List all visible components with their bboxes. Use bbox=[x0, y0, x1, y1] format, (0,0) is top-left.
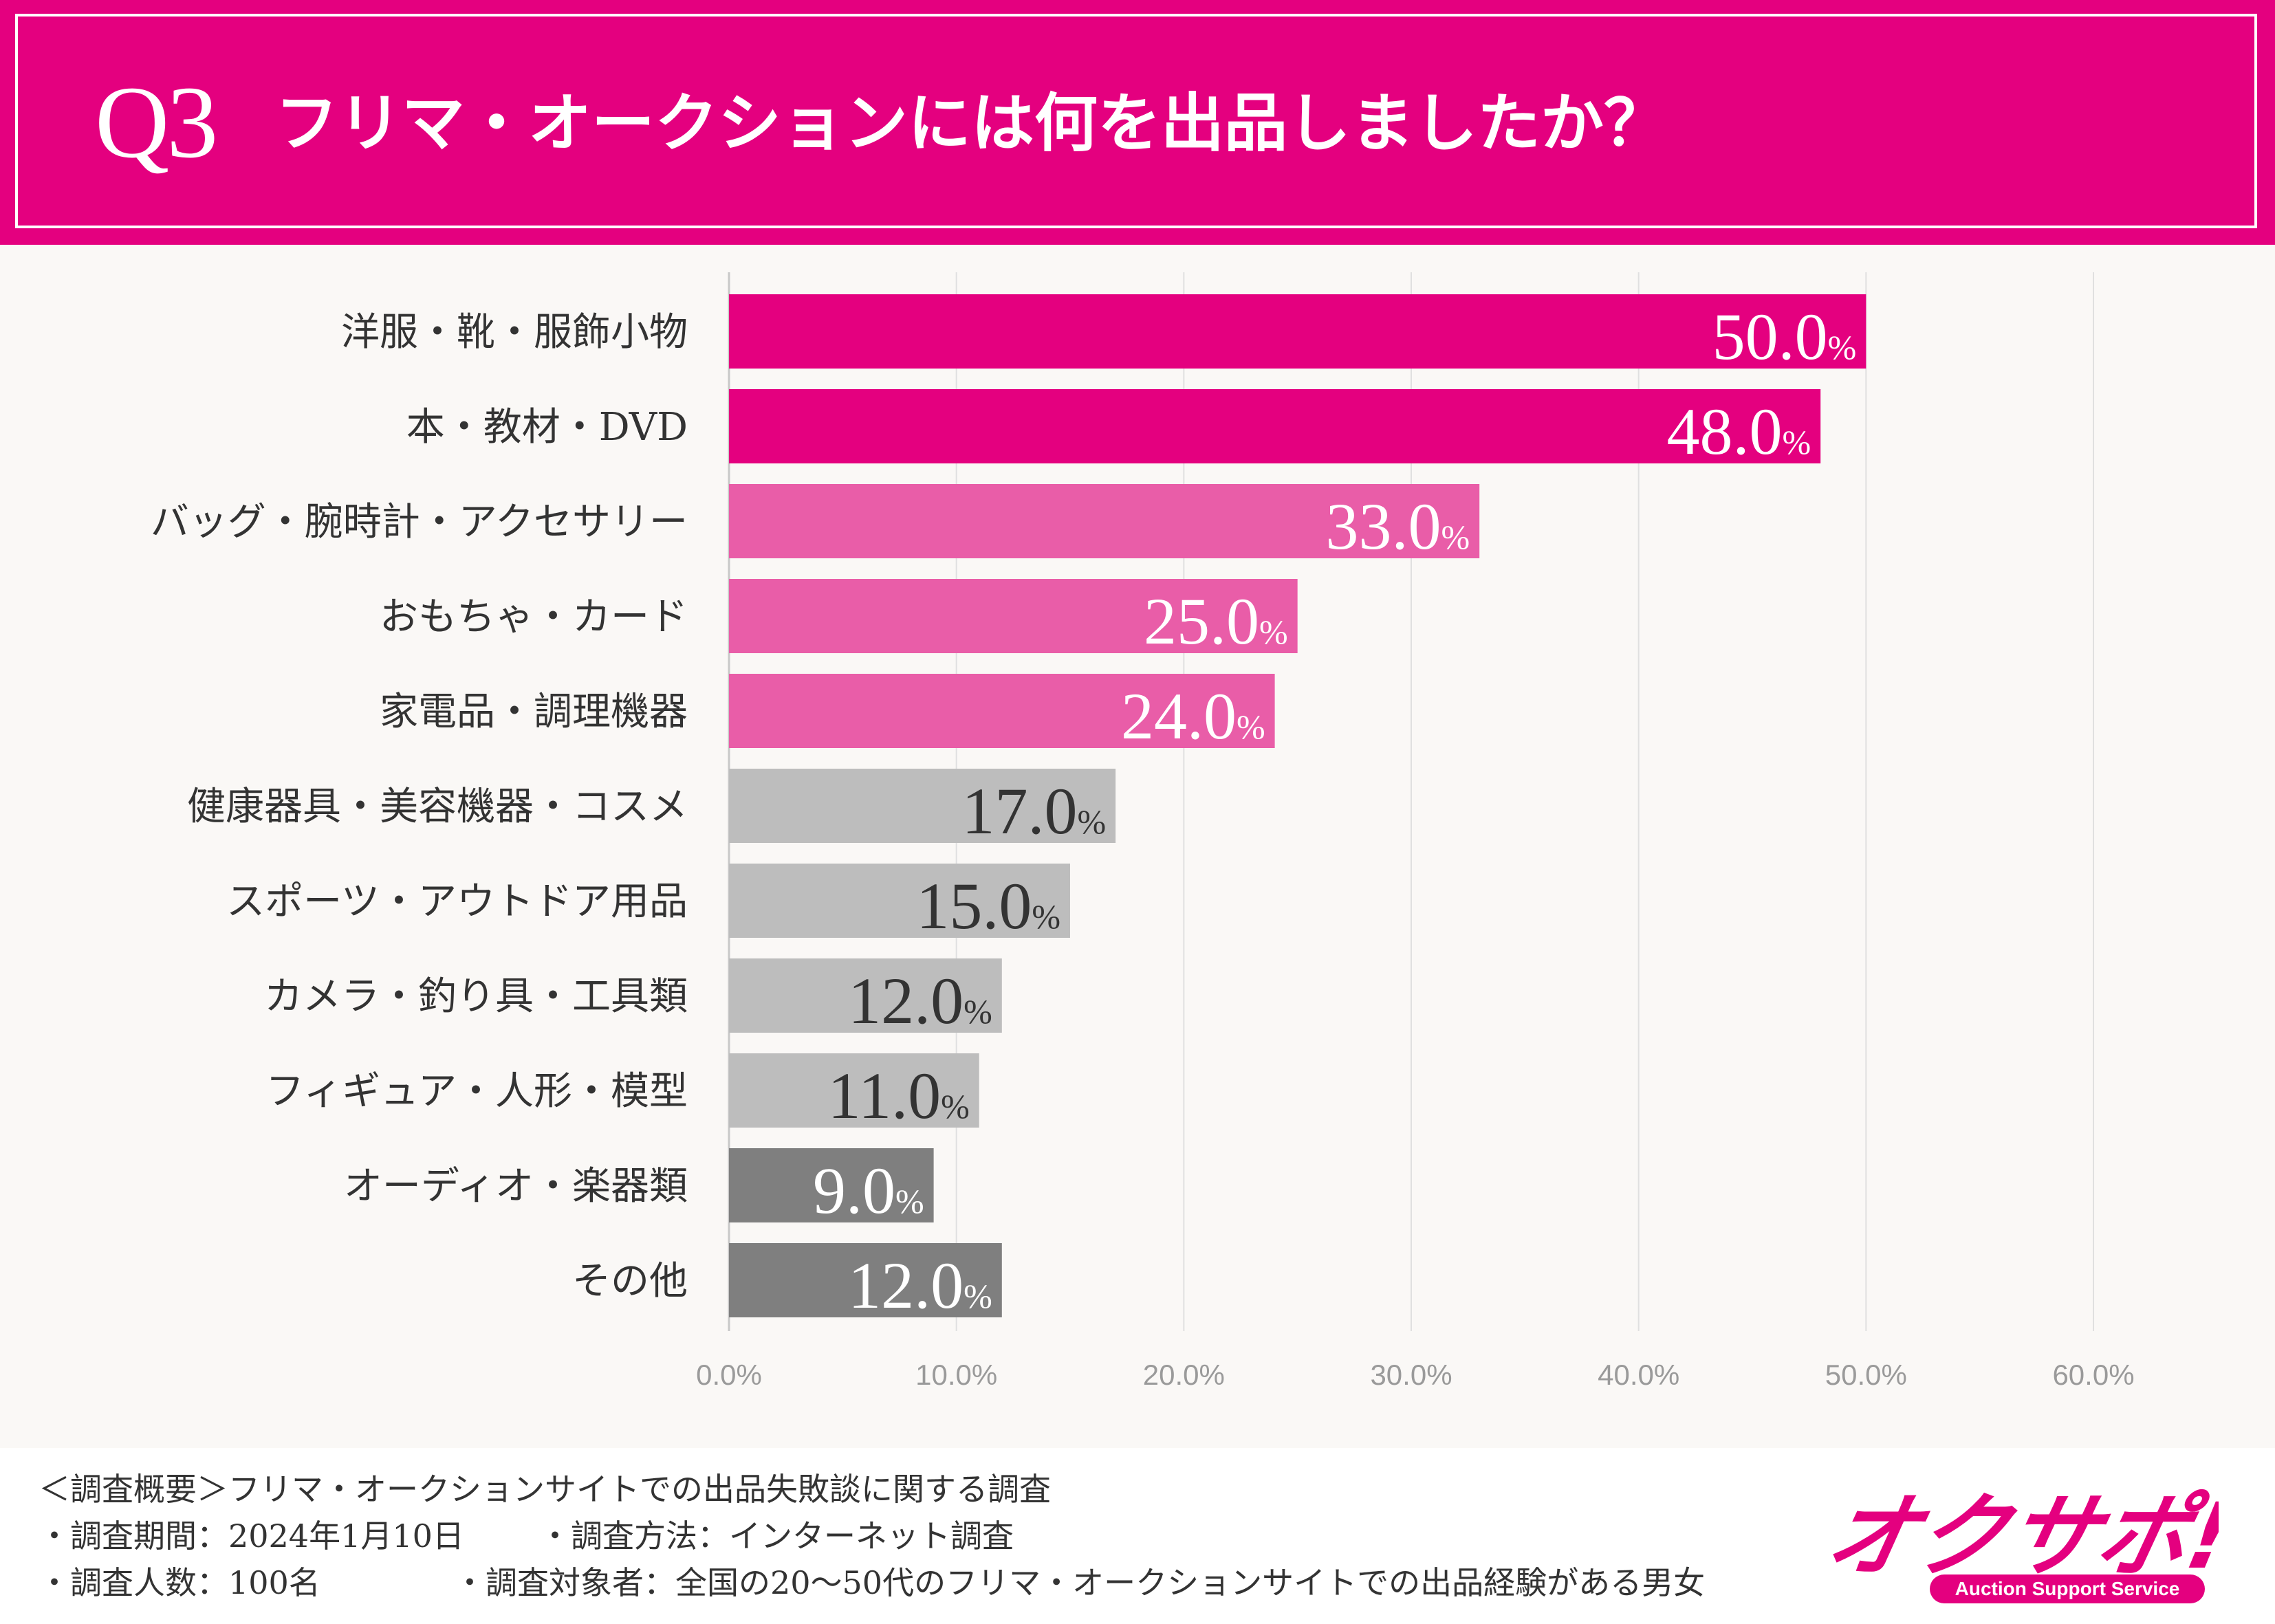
value-number: 15.0 bbox=[916, 869, 1032, 943]
value-number: 25.0 bbox=[1144, 584, 1259, 658]
bar bbox=[729, 1243, 1002, 1317]
x-tick-label: 40.0% bbox=[1598, 1359, 1679, 1391]
survey-period: ・調査期間：2024年1月10日 bbox=[39, 1517, 464, 1555]
category-label: カメラ・釣り具・工具類 bbox=[264, 974, 688, 1019]
x-tick-label: 0.0% bbox=[696, 1359, 762, 1391]
value-unit: % bbox=[964, 1277, 992, 1315]
value-label: 9.0% bbox=[813, 1154, 924, 1227]
value-unit: % bbox=[1783, 423, 1811, 461]
survey-count: ・調査人数：100名 bbox=[39, 1564, 320, 1601]
value-label: 50.0% bbox=[1712, 300, 1857, 373]
category-label: 本・教材・DVD bbox=[406, 405, 688, 450]
bar bbox=[729, 484, 1480, 558]
question-number: Q3 bbox=[95, 65, 218, 179]
value-number: 12.0 bbox=[848, 1249, 964, 1322]
bar bbox=[729, 579, 1298, 653]
bar bbox=[729, 1053, 979, 1128]
value-unit: % bbox=[1032, 897, 1060, 936]
category-label: バッグ・腕時計・アクセサリー bbox=[151, 500, 688, 545]
value-label: 24.0% bbox=[1121, 679, 1265, 753]
bar bbox=[729, 674, 1275, 748]
bar bbox=[729, 389, 1821, 463]
value-number: 12.0 bbox=[848, 964, 964, 1038]
value-number: 11.0 bbox=[828, 1059, 941, 1132]
category-label: 健康器具・美容機器・コスメ bbox=[187, 784, 688, 829]
value-label: 12.0% bbox=[848, 1249, 992, 1322]
value-number: 33.0 bbox=[1326, 490, 1441, 563]
bar bbox=[729, 294, 1866, 369]
x-tick-label: 10.0% bbox=[915, 1359, 997, 1391]
value-label: 25.0% bbox=[1144, 584, 1288, 658]
value-number: 48.0 bbox=[1667, 395, 1783, 468]
category-label: 洋服・靴・服飾小物 bbox=[341, 310, 688, 355]
x-tick-label: 30.0% bbox=[1370, 1359, 1452, 1391]
value-unit: % bbox=[964, 992, 992, 1031]
header-frame bbox=[15, 14, 2257, 228]
value-unit: % bbox=[1441, 518, 1470, 556]
x-tick-label: 50.0% bbox=[1825, 1359, 1907, 1391]
category-label: オーディオ・楽器類 bbox=[344, 1164, 688, 1209]
value-label: 48.0% bbox=[1667, 395, 1811, 468]
okusapo-logo: オクサポ! Auction Support Service bbox=[1827, 1482, 2219, 1603]
value-unit: % bbox=[895, 1182, 924, 1220]
logo-text: オクサポ! bbox=[1827, 1484, 2219, 1589]
bar bbox=[729, 958, 1002, 1033]
category-label: スポーツ・アウトドア用品 bbox=[226, 879, 688, 924]
survey-summary-title: ＜調査概要＞フリマ・オークションサイトでの出品失敗談に関する調査 bbox=[39, 1471, 1051, 1508]
value-unit: % bbox=[941, 1087, 970, 1126]
value-number: 24.0 bbox=[1121, 679, 1237, 753]
value-label: 17.0% bbox=[961, 774, 1106, 848]
bar-chart: 0.0% 10.0% 20.0% 30.0% 40.0% 50.0% 60.0% 洋服・靴・服… bbox=[151, 272, 2135, 1391]
value-number: 50.0 bbox=[1712, 300, 1828, 373]
question-title: フリマ・オークションには何を出品しましたか？ bbox=[275, 86, 1668, 160]
survey-target: ・調査対象者：全国の20〜50代のフリマ・オークションサイトでの出品経験がある男… bbox=[454, 1564, 1706, 1601]
bar bbox=[729, 864, 1070, 938]
survey-method: ・調査方法：インターネット調査 bbox=[539, 1517, 1014, 1555]
survey-footer: ＜調査概要＞フリマ・オークションサイトでの出品失敗談に関する調査 ・調査期間：2… bbox=[0, 1448, 2275, 1624]
category-label: その他 bbox=[572, 1259, 688, 1304]
value-unit: % bbox=[1259, 613, 1288, 651]
x-tick-label: 20.0% bbox=[1143, 1359, 1225, 1391]
value-label: 12.0% bbox=[848, 964, 992, 1038]
logo-subtext-pill bbox=[1930, 1574, 2205, 1603]
category-label: おもちゃ・カード bbox=[380, 595, 688, 639]
category-label: フィギュア・人形・模型 bbox=[265, 1069, 688, 1114]
bar bbox=[729, 1148, 934, 1222]
value-label: 15.0% bbox=[916, 869, 1060, 943]
value-number: 9.0 bbox=[813, 1154, 895, 1227]
x-tick-label: 60.0% bbox=[2052, 1359, 2134, 1391]
chart-area: 0.0% 10.0% 20.0% 30.0% 40.0% 50.0% 60.0% 洋服・靴・服… bbox=[0, 245, 2275, 1448]
value-unit: % bbox=[1077, 802, 1106, 841]
value-number: 17.0 bbox=[961, 774, 1077, 848]
bar bbox=[729, 769, 1116, 843]
logo-subtext: Auction Support Service bbox=[1955, 1578, 2180, 1599]
value-unit: % bbox=[1237, 707, 1265, 746]
value-label: 11.0% bbox=[828, 1059, 970, 1132]
header-banner: Q3 フリマ・オークションには何を出品しましたか？ bbox=[0, 0, 2275, 245]
value-unit: % bbox=[1828, 328, 1857, 366]
category-label: 家電品・調理機器 bbox=[380, 690, 688, 734]
value-label: 33.0% bbox=[1326, 490, 1470, 563]
